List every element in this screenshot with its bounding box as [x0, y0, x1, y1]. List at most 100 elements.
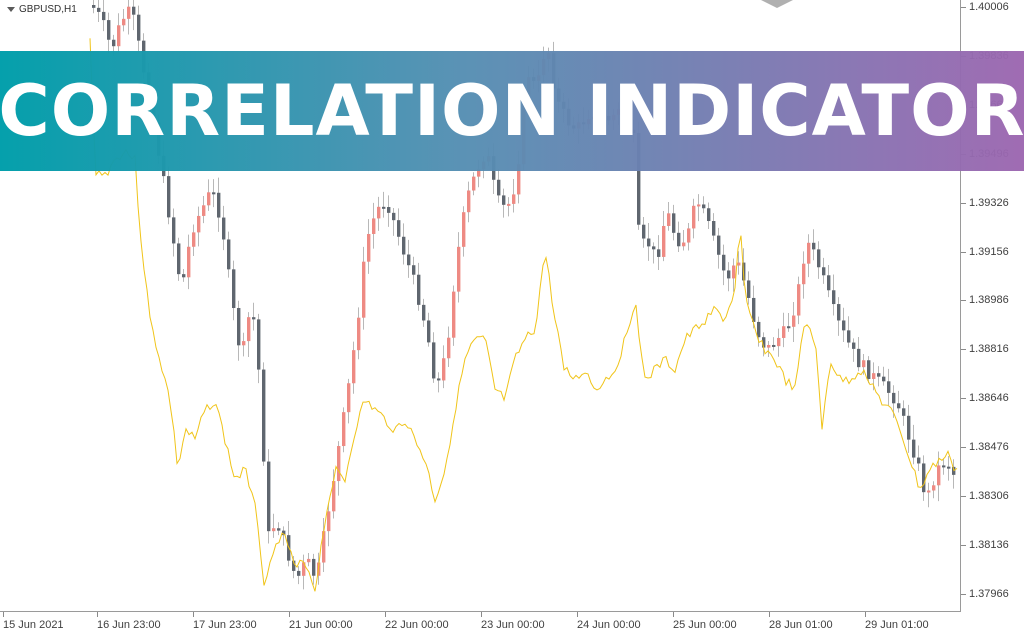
candle-body: [882, 376, 886, 382]
candle-body: [697, 204, 701, 207]
candle-body: [172, 217, 176, 244]
candle-body: [712, 221, 716, 236]
price-tick: [961, 447, 966, 449]
price-label: 1.39326: [969, 196, 1009, 209]
price-label: 1.40006: [969, 1, 1009, 13]
time-tick: [193, 612, 194, 617]
candle-body: [102, 11, 106, 21]
candle-body: [97, 7, 101, 12]
candle-body: [442, 358, 446, 381]
candle-body: [502, 195, 506, 205]
candle-body: [267, 461, 271, 532]
candle-body: [852, 342, 856, 349]
candle-body: [732, 265, 736, 279]
candle-body: [902, 408, 906, 416]
candle-body: [677, 232, 681, 247]
candle-body: [472, 176, 476, 191]
price-label: 1.39156: [969, 245, 1009, 258]
candle-body: [917, 457, 921, 464]
candle-body: [307, 558, 311, 563]
candle-body: [512, 194, 516, 204]
time-label: 21 Jun 00:00: [289, 619, 353, 631]
candle-body: [702, 204, 706, 209]
candle-body: [782, 326, 786, 338]
time-label: 15 Jun 2021: [3, 619, 64, 631]
candle-body: [347, 383, 351, 413]
candle-body: [787, 326, 791, 329]
candle-body: [727, 270, 731, 279]
candle-body: [112, 39, 116, 47]
candle-body: [407, 254, 411, 266]
candle-body: [907, 415, 911, 440]
time-tick: [481, 612, 482, 617]
one-click-trading-toggle-icon[interactable]: [761, 0, 793, 8]
candle-body: [477, 169, 481, 177]
candle-body: [362, 261, 366, 318]
time-label: 25 Jun 00:00: [673, 619, 737, 631]
candle-body: [937, 465, 941, 486]
symbol-label[interactable]: GBPUSD,H1: [4, 3, 80, 16]
candle-body: [427, 320, 431, 343]
price-label: 1.38646: [969, 392, 1009, 405]
candle-body: [737, 262, 741, 266]
candle-body: [422, 304, 426, 321]
candle-body: [447, 337, 451, 359]
candle-body: [402, 236, 406, 255]
candle-body: [382, 206, 386, 209]
candle-body: [672, 213, 676, 233]
candle-body: [722, 254, 726, 271]
candle-body: [637, 133, 641, 225]
candle-body: [452, 291, 456, 338]
price-label: 1.38476: [969, 441, 1009, 454]
price-label: 1.37966: [969, 587, 1009, 600]
candle-body: [137, 14, 141, 41]
time-axis: 15 Jun 2021 16 Jun 23:00 17 Jun 23:00 21 Ju…: [0, 612, 961, 640]
price-tick: [961, 593, 966, 595]
candle-body: [892, 392, 896, 404]
candle-body: [507, 203, 511, 206]
time-tick: [865, 612, 866, 617]
candle-body: [517, 164, 521, 195]
candle-body: [887, 381, 891, 393]
candle-body: [877, 373, 881, 377]
candle-body: [127, 6, 131, 19]
candle-body: [707, 208, 711, 222]
candle-body: [277, 528, 281, 531]
candle-body: [387, 207, 391, 213]
candle-body: [107, 20, 111, 40]
candle-body: [802, 263, 806, 285]
candle-body: [922, 463, 926, 493]
candle-body: [682, 242, 686, 247]
candle-body: [392, 212, 396, 221]
time-label: 24 Jun 00:00: [577, 619, 641, 631]
candle-body: [272, 528, 276, 532]
time-label: 28 Jun 01:00: [769, 619, 833, 631]
candle-body: [397, 220, 401, 237]
symbol-label-text: GBPUSD,H1: [19, 4, 77, 15]
candle-body: [947, 466, 951, 469]
candle-body: [207, 192, 211, 206]
candle-body: [662, 225, 666, 257]
candle-body: [842, 320, 846, 331]
candle-body: [312, 558, 316, 576]
candle-body: [792, 315, 796, 327]
candle-body: [932, 485, 936, 491]
candle-body: [297, 570, 301, 576]
candle-body: [192, 232, 196, 247]
candle-body: [217, 192, 221, 218]
candle-body: [332, 481, 336, 512]
candle-body: [202, 205, 206, 216]
time-label: 22 Jun 00:00: [385, 619, 449, 631]
time-tick: [385, 612, 386, 617]
candle-body: [237, 308, 241, 346]
candle-body: [122, 18, 126, 26]
time-label: 29 Jun 01:00: [865, 619, 929, 631]
candle-body: [857, 348, 861, 368]
candle-body: [182, 274, 186, 278]
candle-body: [912, 439, 916, 458]
candle-body: [752, 297, 756, 322]
price-tick: [961, 202, 966, 204]
time-label: 16 Jun 23:00: [97, 619, 161, 631]
price-label: 1.38136: [969, 538, 1009, 551]
